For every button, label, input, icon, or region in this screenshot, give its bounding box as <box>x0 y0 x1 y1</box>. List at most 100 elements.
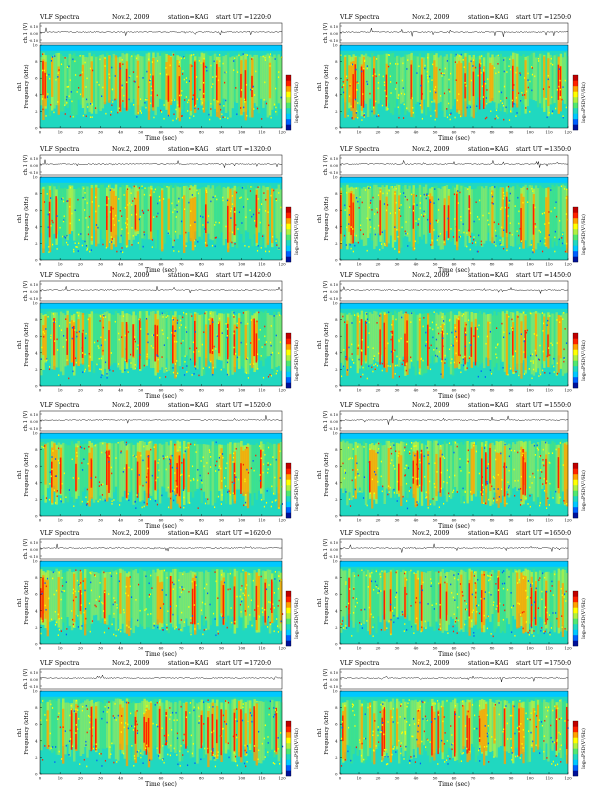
spectrogram-speckle <box>237 228 239 230</box>
spectrogram-speckle <box>560 587 562 590</box>
spectrogram-speckle <box>383 81 386 84</box>
spectrogram-speckle <box>220 368 222 371</box>
spectrogram-speckle <box>174 230 177 233</box>
spectrogram-cell <box>165 311 168 359</box>
spectrogram-speckle <box>375 570 377 573</box>
spectrogram-speckle <box>484 444 486 446</box>
spectrogram-speckle <box>229 493 231 496</box>
spectrogram-speckle <box>61 585 64 587</box>
spectrogram-speckle <box>506 588 509 591</box>
spectrogram-speckle <box>251 88 253 90</box>
panel-date: Nov.2, 2009 <box>112 146 150 153</box>
spectrogram-cell <box>342 440 345 494</box>
spectrogram-speckle <box>456 340 458 342</box>
spectrogram-speckle <box>154 500 157 502</box>
spectrogram-cell <box>352 202 354 244</box>
spectrogram-speckle <box>87 226 89 228</box>
spectrogram-speckle <box>159 72 161 75</box>
spectrogram-speckle <box>430 244 432 246</box>
spectrogram-speckle <box>359 490 361 493</box>
spectrogram-speckle <box>129 75 131 77</box>
spectrogram-cell <box>360 188 364 240</box>
spectrogram-speckle <box>563 499 565 502</box>
spectrogram-speckle <box>115 214 117 217</box>
spectrogram-speckle <box>411 312 413 315</box>
spectrogram-cell <box>145 450 148 507</box>
spectrogram-cell <box>231 444 234 499</box>
spectrogram-speckle <box>91 116 93 118</box>
spectrogram-speckle <box>407 467 410 469</box>
x-tick-label: 120 <box>278 388 286 393</box>
spectrogram-speckle <box>200 488 202 491</box>
spectrogram-speckle <box>183 374 186 376</box>
spectrogram-cell <box>356 187 359 243</box>
colorbar-frame <box>572 462 579 519</box>
spectrogram-cell <box>420 585 423 621</box>
spectrogram-cell <box>358 56 362 105</box>
spectrogram-speckle <box>433 608 435 610</box>
spectrogram-cell <box>385 74 388 107</box>
spectrogram-cell <box>251 318 254 368</box>
spectrogram-speckle <box>182 316 184 319</box>
spectrogram-speckle <box>197 479 199 482</box>
spectrogram-speckle <box>61 198 63 200</box>
spectrogram-cell <box>213 188 217 244</box>
spectrogram-speckle <box>355 111 357 114</box>
x-axis-label: Time (sec) <box>438 523 470 530</box>
spectrogram-speckle <box>541 312 543 314</box>
spectrogram-speckle <box>514 205 516 207</box>
spectrogram-speckle <box>209 118 211 121</box>
spectrogram-cell <box>154 57 157 116</box>
waveform-trace <box>339 415 569 425</box>
spectrogram-speckle <box>252 213 255 216</box>
spectrogram-cell <box>44 72 46 99</box>
colorbar-label: log₁₀PSD(V²/Hz) <box>580 214 587 255</box>
spectrogram-speckle <box>269 341 272 344</box>
spectrogram-speckle <box>244 244 246 247</box>
spectrogram-speckle <box>110 110 112 113</box>
spectrogram-speckle <box>113 499 115 501</box>
spectrogram-speckle <box>194 365 196 368</box>
spectrogram-cell <box>92 54 96 111</box>
waveform-tick-label: 0.00 <box>30 678 39 682</box>
spectrogram-speckle <box>454 474 456 477</box>
spectrogram-speckle <box>115 457 117 459</box>
spectrogram-speckle <box>362 93 364 95</box>
spectrogram-speckle <box>454 441 457 444</box>
spectrogram-speckle <box>486 480 488 483</box>
spectrogram-speckle <box>234 57 236 60</box>
x-tick-label: 80 <box>490 130 495 135</box>
spectrogram-speckle <box>61 577 63 579</box>
spectrogram-speckle <box>371 209 373 211</box>
waveform-tick-label: -0.10 <box>329 297 339 301</box>
spectrogram-speckle <box>377 87 379 90</box>
spectrogram-speckle <box>264 343 266 346</box>
spectrogram-cell <box>271 579 273 613</box>
x-tick-label: 70 <box>471 262 476 267</box>
spectrogram-cell <box>231 311 234 375</box>
spectrogram-cell <box>402 313 405 357</box>
spectrogram-cell <box>165 441 168 492</box>
spectrogram-speckle <box>426 194 428 196</box>
spectrogram-speckle <box>102 602 104 605</box>
spectrogram-speckle <box>214 195 216 197</box>
waveform-tick-label: 0.00 <box>30 290 39 294</box>
spectrogram-cell <box>470 327 473 357</box>
colorbar-segment <box>573 240 578 246</box>
spectrogram-speckle <box>409 206 411 209</box>
spectrogram-cell <box>395 55 399 99</box>
spectrogram-speckle <box>136 75 138 78</box>
spectrogram-cell <box>389 589 392 612</box>
spectrogram-speckle <box>498 496 500 498</box>
colorbar-segment <box>286 102 291 109</box>
spectrogram-speckle <box>212 196 214 199</box>
spectrogram-speckle <box>476 250 478 253</box>
spectrogram-cell <box>90 188 93 241</box>
spectrogram-speckle <box>72 115 74 118</box>
spectrogram-cell <box>387 448 390 491</box>
spectrogram-speckle <box>481 484 484 486</box>
x-tick-label: 90 <box>219 518 224 523</box>
spectrogram-speckle <box>201 102 204 104</box>
panel-start-time: start UT =1520:0 <box>216 402 271 409</box>
spectrogram-speckle <box>500 99 502 102</box>
